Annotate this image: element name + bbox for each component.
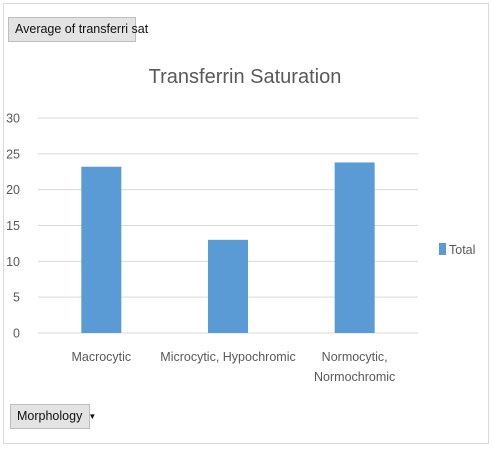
axis-field-button[interactable]: Morphology ▼ [10,404,96,429]
legend: Total [439,243,475,257]
chart-title: Transferrin Saturation [149,66,342,88]
value-field-label: Average of transferri sat [15,22,149,36]
y-tick-label: 30 [6,112,20,126]
bar [208,239,248,333]
legend-label: Total [449,243,475,257]
bars [81,162,375,333]
legend-swatch [439,243,446,255]
x-axis-labels: Macrocytic Microcytic, Hypochromic Normocy… [71,350,395,384]
y-tick-label: 10 [6,255,20,269]
y-tick-label: 5 [13,291,20,305]
x-tick-label: Macrocytic [71,350,131,364]
y-tick-label: 20 [6,183,20,197]
x-tick-label: Normocytic, Normochromic [314,350,395,384]
x-tick-label: Microcytic, Hypochromic [160,350,295,364]
y-tick-label: 15 [6,219,20,233]
value-field-button[interactable]: Average of transferri sat [8,17,148,42]
y-tick-label: 25 [6,147,20,161]
bar [81,166,122,333]
axis-field-label: Morphology [17,409,83,423]
dropdown-arrow-icon[interactable]: ▼ [88,412,97,421]
bar [334,162,375,333]
y-axis-ticks: 0 5 10 15 20 25 30 [6,112,20,341]
y-tick-label: 0 [13,327,20,341]
